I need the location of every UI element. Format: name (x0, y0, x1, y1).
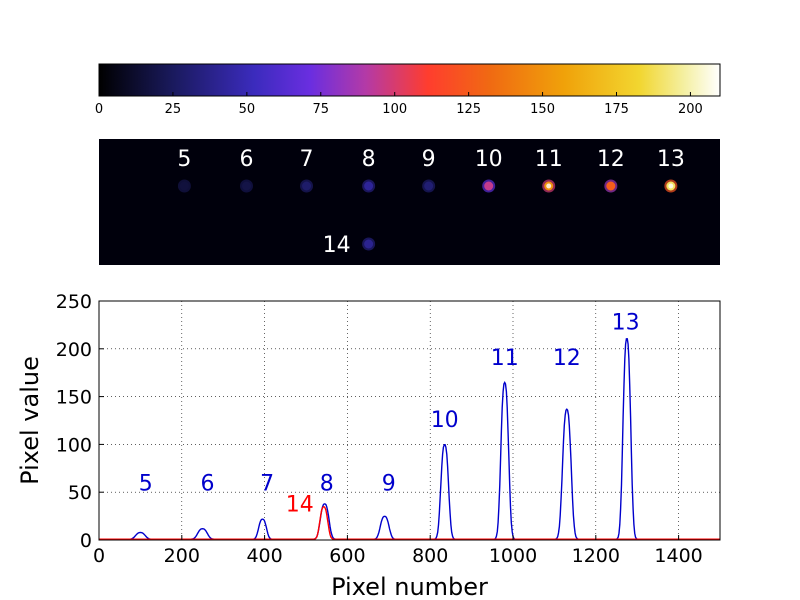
y-tick-label: 50 (68, 482, 92, 504)
x-tick-label: 400 (246, 545, 282, 567)
image-spot-label: 6 (240, 147, 254, 172)
peak-label: 8 (320, 471, 334, 496)
colorbar-tick-label: 200 (678, 102, 703, 117)
x-ticks: 0 200 400 600 800 1000 1200 1400 (93, 535, 703, 567)
colorbar-tick-label: 175 (604, 102, 629, 117)
colorbar-tick-label: 75 (313, 102, 330, 117)
spot-image: 5 6 7 8 9 10 11 12 13 14 (99, 139, 720, 265)
peak-label: 6 (200, 471, 214, 496)
image-spot-label: 9 (422, 147, 436, 172)
y-tick-label: 100 (56, 434, 92, 456)
image-spot (424, 181, 434, 191)
line-plot: 0 200 400 600 800 1000 1200 1400 0 50 100 150 200 25… (16, 291, 721, 600)
peak-label: 13 (612, 311, 640, 336)
peak-label: 5 (139, 471, 153, 496)
image-spot (364, 239, 374, 249)
x-tick-label: 600 (329, 545, 365, 567)
image-spot-label: 10 (475, 147, 503, 172)
image-spots (177, 179, 678, 251)
image-spot-label: 11 (535, 147, 563, 172)
image-spot-label: 7 (300, 147, 314, 172)
plot-grid (99, 301, 720, 540)
image-spot-label: 12 (597, 147, 625, 172)
colorbar-ticks: 0 25 50 75 100 125 150 175 200 (95, 92, 703, 117)
image-spot-label: 13 (657, 147, 685, 172)
image-spot (364, 181, 374, 191)
y-tick-label: 200 (56, 339, 92, 361)
image-spot-core (668, 183, 674, 189)
y-tick-label: 250 (56, 291, 92, 313)
series-line-spot-14 (99, 506, 720, 540)
x-tick-label: 800 (412, 545, 448, 567)
y-tick-label: 0 (80, 530, 92, 552)
image-spot (606, 181, 616, 191)
colorbar-tick-label: 125 (456, 102, 481, 117)
x-tick-label: 1000 (489, 545, 537, 567)
x-tick-label: 1400 (654, 545, 702, 567)
peak-labels: 5 6 7 8 9 10 11 12 13 14 (139, 311, 640, 518)
colorbar-gradient (98, 63, 721, 97)
colorbar-tick-label: 50 (239, 102, 256, 117)
peak-label: 9 (382, 471, 396, 496)
plot-frame (98, 300, 721, 541)
image-background (99, 139, 720, 265)
y-ticks: 0 50 100 150 200 250 (56, 291, 104, 552)
image-spot (242, 181, 251, 191)
y-tick-label: 150 (56, 387, 92, 409)
series-line-spots-5-13 (99, 338, 720, 540)
image-spot-label: 14 (323, 233, 351, 258)
peak-label: 10 (431, 408, 459, 433)
image-spot-core (546, 183, 552, 189)
image-spot-label: 8 (362, 147, 376, 172)
image-spot-label: 5 (177, 147, 191, 172)
x-tick-label: 200 (164, 545, 200, 567)
colorbar-tick-label: 150 (530, 102, 555, 117)
x-tick-label: 1200 (572, 545, 620, 567)
plot-series (99, 338, 720, 540)
image-spot (484, 181, 494, 191)
colorbar: 0 25 50 75 100 125 150 175 200 (95, 63, 721, 117)
x-tick-label: 0 (93, 545, 105, 567)
image-spot (302, 181, 312, 191)
peak-label: 7 (260, 471, 274, 496)
image-spot (179, 181, 189, 191)
x-axis-label: Pixel number (331, 573, 488, 600)
colorbar-tick-label: 100 (382, 102, 407, 117)
colorbar-tick-label: 0 (95, 102, 103, 117)
peak-label: 12 (553, 346, 581, 371)
image-spot-labels: 5 6 7 8 9 10 11 12 13 14 (177, 147, 684, 258)
peak-label: 14 (286, 492, 314, 517)
colorbar-tick-label: 25 (165, 102, 182, 117)
y-axis-label: Pixel value (16, 356, 44, 485)
peak-label: 11 (491, 346, 519, 371)
